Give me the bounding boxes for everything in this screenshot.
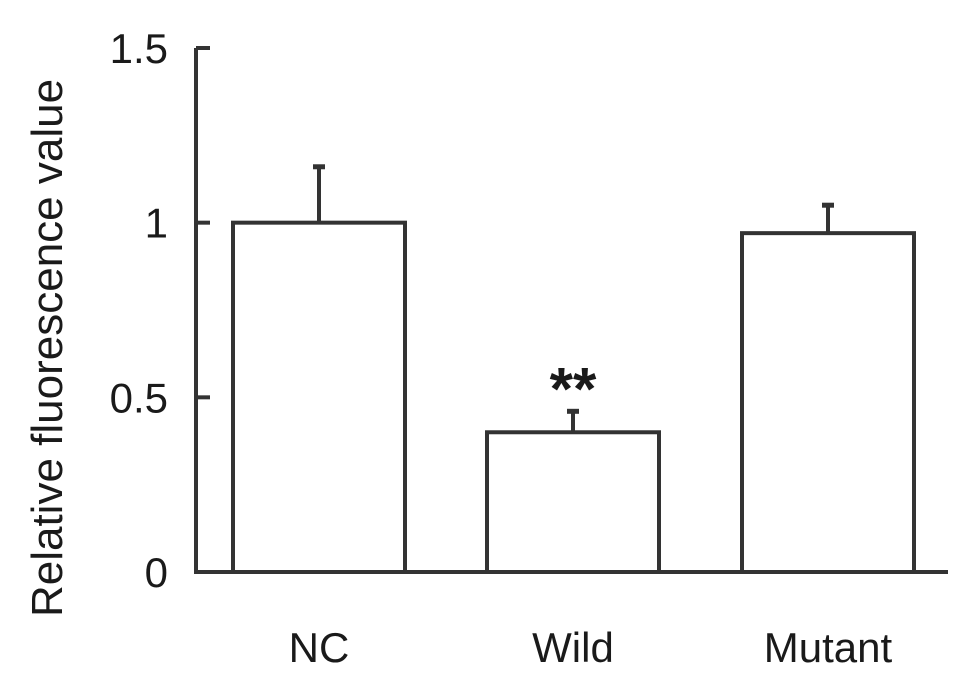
bar (485, 430, 661, 574)
y-tick-label: 0.5 (110, 374, 168, 421)
category-label: Mutant (764, 624, 893, 671)
category-label: Wild (532, 624, 614, 671)
bars (231, 164, 916, 575)
labels: 0 0.5 1 1.5 NC Wild ** Mutant (110, 25, 893, 671)
significance-annotation: ** (550, 355, 597, 422)
category-label: NC (289, 624, 350, 671)
y-tick-label: 0 (145, 549, 168, 596)
y-tick-label: 1 (145, 200, 168, 247)
y-axis-title: Relative fluorescence value (23, 79, 72, 617)
y-tick-label: 1.5 (110, 25, 168, 72)
bar (740, 231, 916, 574)
bar (231, 220, 407, 575)
